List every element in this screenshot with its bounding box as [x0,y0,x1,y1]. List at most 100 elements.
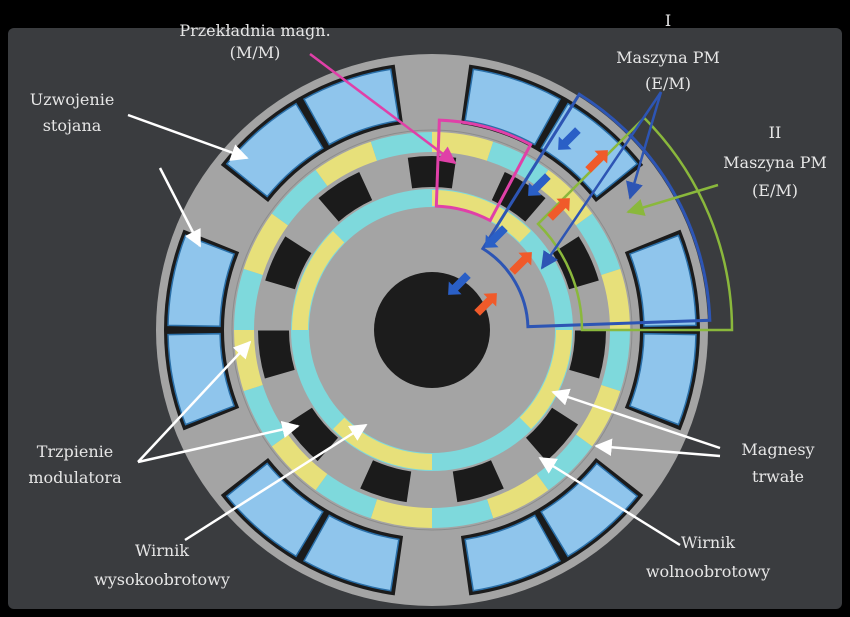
inner-magnet [333,190,432,243]
flux-arrow-shape [547,198,570,221]
flux-arrow-red [547,198,570,221]
flux-arrow-shape [558,127,581,150]
flux-arrow-shape [509,252,532,275]
outer-magnet [315,474,377,519]
inner-magnet [519,330,572,429]
modulator-pieces [258,156,606,503]
pm2-label-line1: II [769,123,782,142]
modulator-pointer-2 [137,420,300,464]
flux-arrow-red [474,293,497,316]
pm2-label-line3: (E/M) [752,181,798,200]
flux-arrow-shape [585,150,608,173]
flux-arrow-shape [528,173,551,196]
outer-magnet [536,434,593,491]
flux-arrow-red [585,150,608,173]
winding-pointer-1 [127,113,249,161]
modulator-gap [491,171,546,222]
coil-side [540,462,639,558]
pm1-pointer-2 [540,91,663,270]
flux-arrow-blue [448,272,471,295]
outer-magnet [370,132,432,161]
modulator-gap [258,330,295,379]
pm2-region-box [536,116,734,332]
coil-side [302,514,400,592]
gear-label-line2: (M/M) [230,43,281,62]
outer-magnet [487,141,549,186]
gear-pointer [309,53,457,165]
stator-windings [164,64,701,596]
inner-magnet [432,417,531,470]
modulator-label-line1: Trzpienie [37,442,113,461]
flux-arrow-blue [528,173,551,196]
winding-label-line1: Uzwojenie [30,90,115,109]
pointer-arrows [127,53,721,547]
ls-rotor-label-line2: wolnoobrotowy [646,562,770,581]
coil-side [167,234,236,328]
coil-side [628,234,697,328]
pm1-label-line3: (E/M) [645,74,691,93]
outer-magnet [576,385,621,447]
coil-side [628,332,697,426]
magnets-pointer-2 [594,438,721,458]
winding-pointer-2 [158,167,202,248]
hs-rotor-pointer [184,423,368,542]
magnets-pointer-1 [551,388,721,450]
ls-rotor-label-line1: Wirnik [681,533,735,552]
modulator-gap [525,407,579,462]
winding-label-line2: stojana [43,116,102,135]
outer-magnet [576,213,621,275]
coil-side [167,332,236,426]
stator-magnet-ring [234,132,630,528]
outer-magnet [601,268,630,330]
inner-magnet [292,330,345,429]
pm1-pointer [626,91,663,200]
modulator-gap [452,460,504,503]
coil-side [225,462,324,558]
pm1-label-line2: Maszyna PM [616,48,720,67]
modulator-label-line2: modulatora [28,468,122,487]
hs-rotor-label-line2: wysokoobrotowy [94,570,230,589]
pm1-region-box [480,92,712,329]
modulator-gap [407,156,457,189]
gear-region-box [434,118,533,223]
modulator-gap [569,330,606,379]
flux-arrows [448,127,608,316]
ls-rotor-pointer [538,456,681,547]
modulator-gap [318,171,373,222]
flux-arrow-shape [474,293,497,316]
labels: Przekładnia magn. (M/M) I Maszyna PM (E/… [28,11,826,589]
inner-magnet [519,231,572,330]
magnets-label-line1: Magnesy [741,440,814,459]
inner-magnet [292,231,345,330]
modulator-gap [552,236,599,290]
outer-magnet [432,132,494,161]
flux-arrow-blue [558,127,581,150]
outer-magnet [271,434,328,491]
outer-magnet [432,499,494,528]
coil-side [464,514,562,592]
shaft-hole [374,272,490,388]
outer-magnet [315,141,377,186]
outer-magnet [601,330,630,392]
pm2-label-line2: Maszyna PM [723,153,827,172]
outer-magnet [271,169,328,226]
magnets-label-line2: trwałe [752,467,804,486]
flux-arrow-shape [485,225,508,248]
outer-magnet [234,268,263,330]
pm2-pointer [626,183,719,216]
hs-rotor-label-line1: Wirnik [135,541,189,560]
pm1-label-line1: I [665,11,671,30]
flux-arrow-red [509,252,532,275]
modulator-pointer-1 [137,340,252,463]
modulator-gap [360,460,412,503]
flux-arrow-shape [448,272,471,295]
coil-side [225,102,324,198]
outer-magnet [243,213,288,275]
coil-side [464,68,562,146]
modulator-gap [265,236,312,290]
outer-magnet [487,474,549,519]
coil-side [540,102,639,198]
gear-label-line1: Przekładnia magn. [179,21,330,40]
